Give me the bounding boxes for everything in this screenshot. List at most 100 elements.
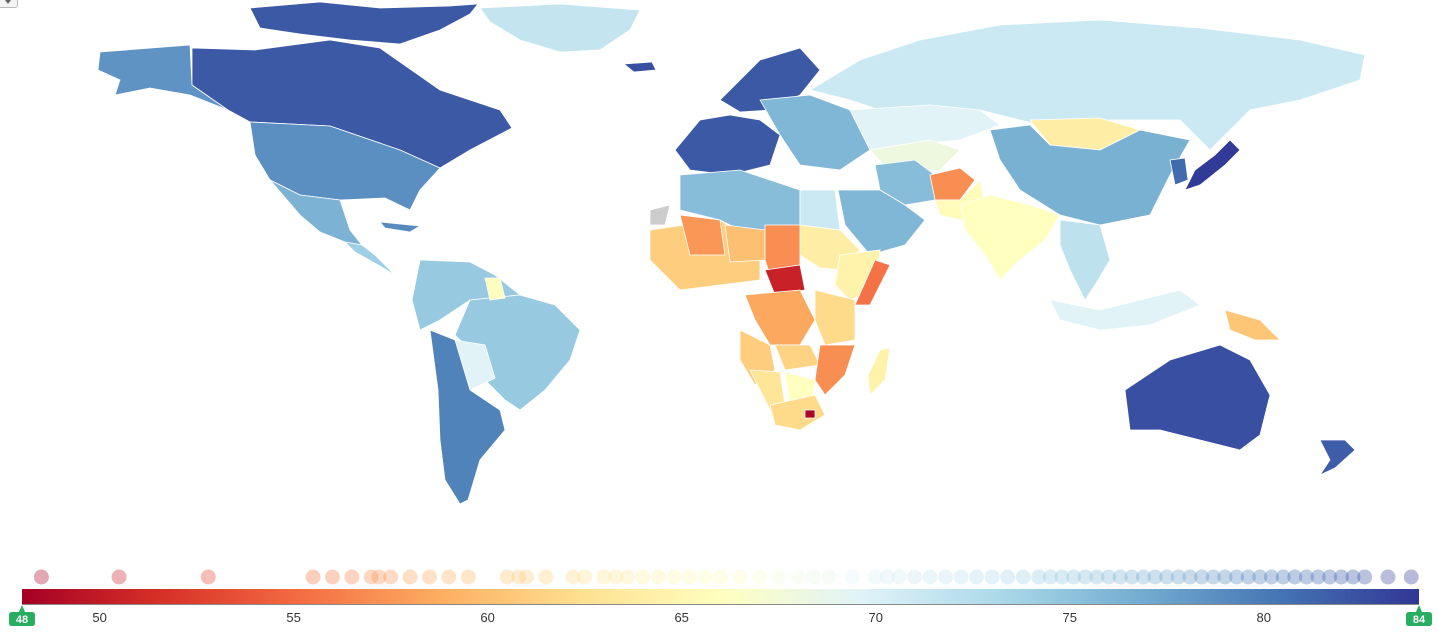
distribution-dot <box>922 569 938 585</box>
distribution-dot <box>821 569 837 585</box>
region-afghanistan[interactable] <box>929 167 976 201</box>
distribution-dot <box>1264 569 1280 585</box>
region-egypt[interactable] <box>799 189 841 231</box>
distribution-dot <box>1322 569 1338 585</box>
region-greenland[interactable] <box>479 3 641 53</box>
legend-tick-label: 80 <box>1257 610 1271 625</box>
region-eastern-europe[interactable] <box>759 94 871 171</box>
distribution-dot <box>324 569 340 585</box>
region-mali[interactable] <box>679 214 726 256</box>
distribution-dot <box>518 569 534 585</box>
distribution-dot <box>460 569 476 585</box>
distribution-dot <box>1240 569 1256 585</box>
distribution-dot <box>1380 569 1396 585</box>
distribution-dot <box>1015 569 1031 585</box>
region-dr-congo[interactable] <box>744 289 816 346</box>
distribution-dot <box>402 569 418 585</box>
legend-tick-label: 70 <box>868 610 882 625</box>
distribution-dot <box>1287 569 1303 585</box>
distribution-dot <box>1333 569 1349 585</box>
distribution-dot <box>907 569 923 585</box>
distribution-dot <box>635 569 651 585</box>
distribution-dot <box>751 569 767 585</box>
region-chile[interactable] <box>429 329 506 505</box>
distribution-dot <box>713 569 728 585</box>
region-japan[interactable] <box>1184 139 1241 191</box>
distribution-dot <box>681 569 697 585</box>
region-iceland[interactable] <box>622 61 657 73</box>
distribution-dot <box>305 569 321 585</box>
region-western-sahara[interactable] <box>649 204 671 226</box>
region-arabian-peninsula[interactable] <box>837 189 926 256</box>
region-india[interactable] <box>959 194 1061 281</box>
distribution-dot <box>363 569 379 585</box>
distribution-dot <box>1345 569 1361 585</box>
distribution-dot <box>844 569 860 585</box>
region-madagascar[interactable] <box>867 347 891 396</box>
range-max-label: 84 <box>1413 614 1426 626</box>
distribution-dot <box>806 569 822 585</box>
region-mozambique[interactable] <box>814 344 856 396</box>
legend-tick-label: 60 <box>480 610 494 625</box>
region-niger[interactable] <box>724 224 766 263</box>
region-east-africa[interactable] <box>814 289 856 346</box>
distribution-dot <box>771 569 787 585</box>
region-cuba[interactable] <box>379 221 422 233</box>
distribution-dot <box>984 569 1000 585</box>
region-canada[interactable] <box>191 39 513 169</box>
region-central-america[interactable] <box>343 241 396 276</box>
region-lesotho[interactable] <box>804 409 816 419</box>
distribution-dot <box>511 569 527 585</box>
region-australia[interactable] <box>1124 344 1271 451</box>
region-zambia[interactable] <box>774 344 821 371</box>
distribution-dot <box>619 569 635 585</box>
menu-toggle-button[interactable] <box>0 0 18 8</box>
distribution-dot <box>1159 569 1175 585</box>
distribution-dot <box>596 569 612 585</box>
region-papua-new-guinea[interactable] <box>1224 309 1281 341</box>
distribution-dot <box>1101 569 1117 585</box>
distribution-dot <box>421 569 437 585</box>
distribution-dot <box>666 569 682 585</box>
region-scandinavia[interactable] <box>719 47 821 113</box>
distribution-dot <box>1170 569 1186 585</box>
distribution-dot <box>111 569 127 585</box>
legend-color-bar <box>22 589 1419 604</box>
range-min-label: 48 <box>16 614 28 626</box>
distribution-dot <box>1077 569 1093 585</box>
distribution-dot <box>1135 569 1151 585</box>
region-united-states[interactable] <box>249 121 441 211</box>
distribution-dot <box>1217 569 1233 585</box>
distribution-dot <box>1298 569 1314 585</box>
distribution-dot <box>1252 569 1268 585</box>
region-china[interactable] <box>989 124 1191 226</box>
distribution-dot <box>938 569 954 585</box>
distribution-dot <box>1194 569 1210 585</box>
region-south-africa[interactable] <box>769 394 826 431</box>
distribution-dot <box>1182 569 1198 585</box>
distribution-dot <box>1000 569 1016 585</box>
distribution-dot <box>1054 569 1070 585</box>
region-canadian-arctic-islands[interactable] <box>249 1 479 45</box>
region-central-african-republic[interactable] <box>764 264 806 296</box>
distribution-dot <box>891 569 907 585</box>
region-southeast-asia[interactable] <box>1059 219 1111 301</box>
region-somalia[interactable] <box>854 259 891 306</box>
region-indonesia[interactable] <box>1049 289 1201 331</box>
distribution-dot <box>344 569 360 585</box>
distribution-dot <box>697 569 713 585</box>
region-alaska[interactable] <box>97 44 229 111</box>
distribution-dot <box>441 569 457 585</box>
distribution-dot <box>499 569 515 585</box>
region-guyana[interactable] <box>484 277 506 301</box>
distribution-dot <box>953 569 969 585</box>
country-regions <box>97 1 1366 505</box>
range-handle-max[interactable]: 84 <box>1406 605 1432 626</box>
region-western-europe[interactable] <box>674 114 781 176</box>
distribution-dot <box>879 569 895 585</box>
region-new-zealand[interactable] <box>1318 439 1356 476</box>
range-handle-min[interactable]: 48 <box>9 605 35 626</box>
distribution-dot <box>650 569 666 585</box>
region-korea[interactable] <box>1169 157 1189 186</box>
